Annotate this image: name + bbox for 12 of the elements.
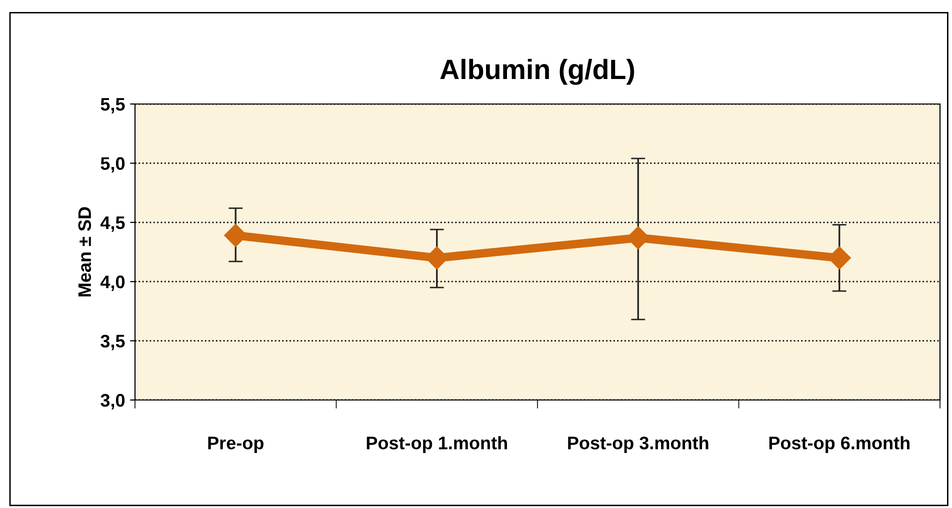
- y-tick-label: 4,5: [100, 216, 125, 232]
- x-tick-label: Post-op 6.month: [769, 436, 910, 453]
- y-tick-label: 5,5: [100, 98, 125, 114]
- x-tick-label: Post-op 3.month: [568, 436, 708, 453]
- x-tick-label: Post-op 1.month: [366, 436, 507, 453]
- y-tick-label: 3,5: [100, 334, 125, 350]
- x-tick-label: Pre-op: [208, 436, 264, 453]
- chart-title: Albumin (g/dL): [440, 58, 634, 85]
- y-tick-label: 3,0: [100, 394, 125, 410]
- y-tick-label: 5,0: [100, 157, 125, 173]
- y-axis-title: Mean ± SD: [78, 207, 92, 296]
- y-tick-label: 4,0: [100, 276, 125, 291]
